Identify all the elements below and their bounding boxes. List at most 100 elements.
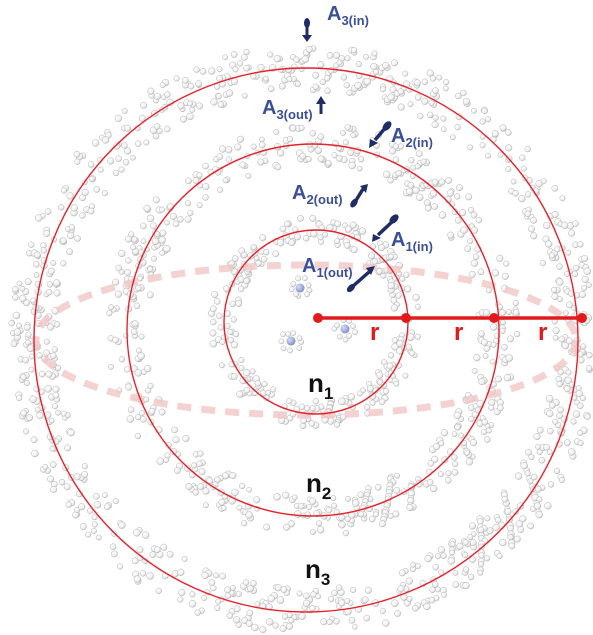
label-a1-out-base: A bbox=[302, 255, 316, 277]
atom-bead bbox=[412, 293, 420, 302]
atom-bead bbox=[169, 448, 178, 456]
atom-bead bbox=[512, 309, 520, 316]
atom-bead bbox=[520, 462, 528, 470]
atom-bead bbox=[225, 89, 234, 97]
atom-bead bbox=[315, 520, 322, 527]
atom-bead bbox=[153, 123, 161, 130]
atom-bead bbox=[298, 403, 306, 411]
atom-bead bbox=[147, 382, 154, 389]
atom-bead bbox=[347, 393, 356, 401]
atom-bead bbox=[230, 51, 238, 58]
atom-bead bbox=[324, 87, 331, 95]
atom-bead bbox=[290, 63, 298, 71]
atom-bead bbox=[332, 51, 341, 59]
label-a2-in-sub: 2(in) bbox=[405, 135, 432, 150]
molecule-arrow-out-icon bbox=[346, 266, 375, 293]
atom-bead bbox=[305, 282, 312, 289]
atom-bead bbox=[436, 74, 443, 81]
atom-bead bbox=[315, 593, 321, 600]
atom-bead bbox=[163, 244, 171, 253]
atom-bead bbox=[412, 186, 420, 194]
atom-bead bbox=[389, 86, 397, 93]
atom-bead bbox=[501, 496, 509, 503]
atom-bead bbox=[581, 284, 588, 292]
atom-bead bbox=[565, 369, 572, 376]
atom-bead bbox=[558, 335, 566, 343]
atom-bead bbox=[243, 48, 250, 56]
atom-bead bbox=[368, 515, 376, 523]
atom-bead bbox=[561, 341, 570, 350]
atom-bead bbox=[319, 78, 326, 86]
atom-bead bbox=[485, 152, 491, 159]
atom-bead bbox=[546, 449, 553, 456]
atom-bead bbox=[392, 143, 399, 150]
atom-bead bbox=[363, 53, 369, 60]
atom-bead bbox=[16, 280, 23, 287]
atom-bead bbox=[236, 504, 243, 511]
atom-bead bbox=[572, 410, 581, 418]
atom-bead bbox=[485, 116, 491, 123]
atom-bead bbox=[309, 529, 316, 535]
atom-bead bbox=[586, 351, 593, 359]
atom-bead bbox=[171, 426, 178, 434]
atom-bead bbox=[113, 142, 121, 150]
atom-bead bbox=[68, 224, 76, 231]
atom-bead bbox=[317, 155, 325, 163]
atom-bead bbox=[201, 571, 209, 580]
atom-bead bbox=[470, 259, 479, 267]
atom-bead bbox=[29, 395, 37, 403]
atom-bead bbox=[505, 144, 513, 152]
atom-bead bbox=[78, 503, 86, 511]
atom-bead bbox=[346, 89, 353, 96]
atom-bead bbox=[478, 330, 485, 337]
atom-bead bbox=[288, 286, 295, 293]
atom-bead bbox=[172, 436, 180, 444]
atom-bead bbox=[16, 394, 23, 402]
atom-bead bbox=[87, 507, 94, 514]
atom-bead bbox=[55, 364, 62, 371]
atom-bead bbox=[49, 461, 57, 468]
atom-bead bbox=[33, 251, 41, 259]
atom-bead bbox=[25, 331, 32, 338]
atom-bead bbox=[445, 470, 452, 477]
atom-bead bbox=[235, 590, 242, 598]
atom-bead bbox=[114, 290, 122, 298]
atom-bead bbox=[121, 142, 128, 149]
atom-bead bbox=[198, 468, 206, 476]
atom-bead bbox=[387, 93, 395, 101]
atom-bead bbox=[189, 591, 196, 598]
atom-bead bbox=[403, 271, 410, 278]
atom-bead bbox=[452, 581, 460, 588]
atom-bead bbox=[150, 222, 157, 230]
atom-bead bbox=[134, 369, 142, 377]
atom-bead bbox=[529, 505, 536, 512]
atom-bead bbox=[348, 616, 356, 624]
atom-bead bbox=[20, 409, 28, 417]
radius-center-dot bbox=[313, 313, 323, 323]
atom-bead bbox=[137, 352, 145, 360]
atom-bead bbox=[202, 194, 209, 201]
atom-bead bbox=[519, 154, 526, 161]
atom-bead bbox=[340, 129, 346, 136]
atom-bead bbox=[217, 101, 225, 108]
atom-bead bbox=[558, 476, 565, 483]
atom-bead bbox=[299, 152, 307, 160]
atom-bead bbox=[426, 479, 434, 486]
atom-bead bbox=[467, 573, 475, 581]
atom-bead bbox=[234, 143, 242, 151]
atom-bead bbox=[459, 209, 467, 217]
atom-bead bbox=[97, 166, 104, 173]
atom-bead bbox=[432, 563, 440, 571]
atom-bead bbox=[512, 300, 519, 307]
atom-bead bbox=[391, 337, 398, 344]
atom-bead bbox=[478, 561, 485, 568]
atom-bead bbox=[152, 196, 160, 204]
atom-bead bbox=[392, 156, 400, 163]
atom-bead bbox=[250, 580, 257, 587]
label-a1-in-base: A bbox=[391, 229, 405, 251]
atom-bead bbox=[146, 291, 154, 299]
atom-bead bbox=[566, 337, 573, 345]
atom-bead bbox=[194, 609, 201, 616]
atom-bead bbox=[424, 554, 432, 563]
atom-bead bbox=[214, 604, 221, 612]
